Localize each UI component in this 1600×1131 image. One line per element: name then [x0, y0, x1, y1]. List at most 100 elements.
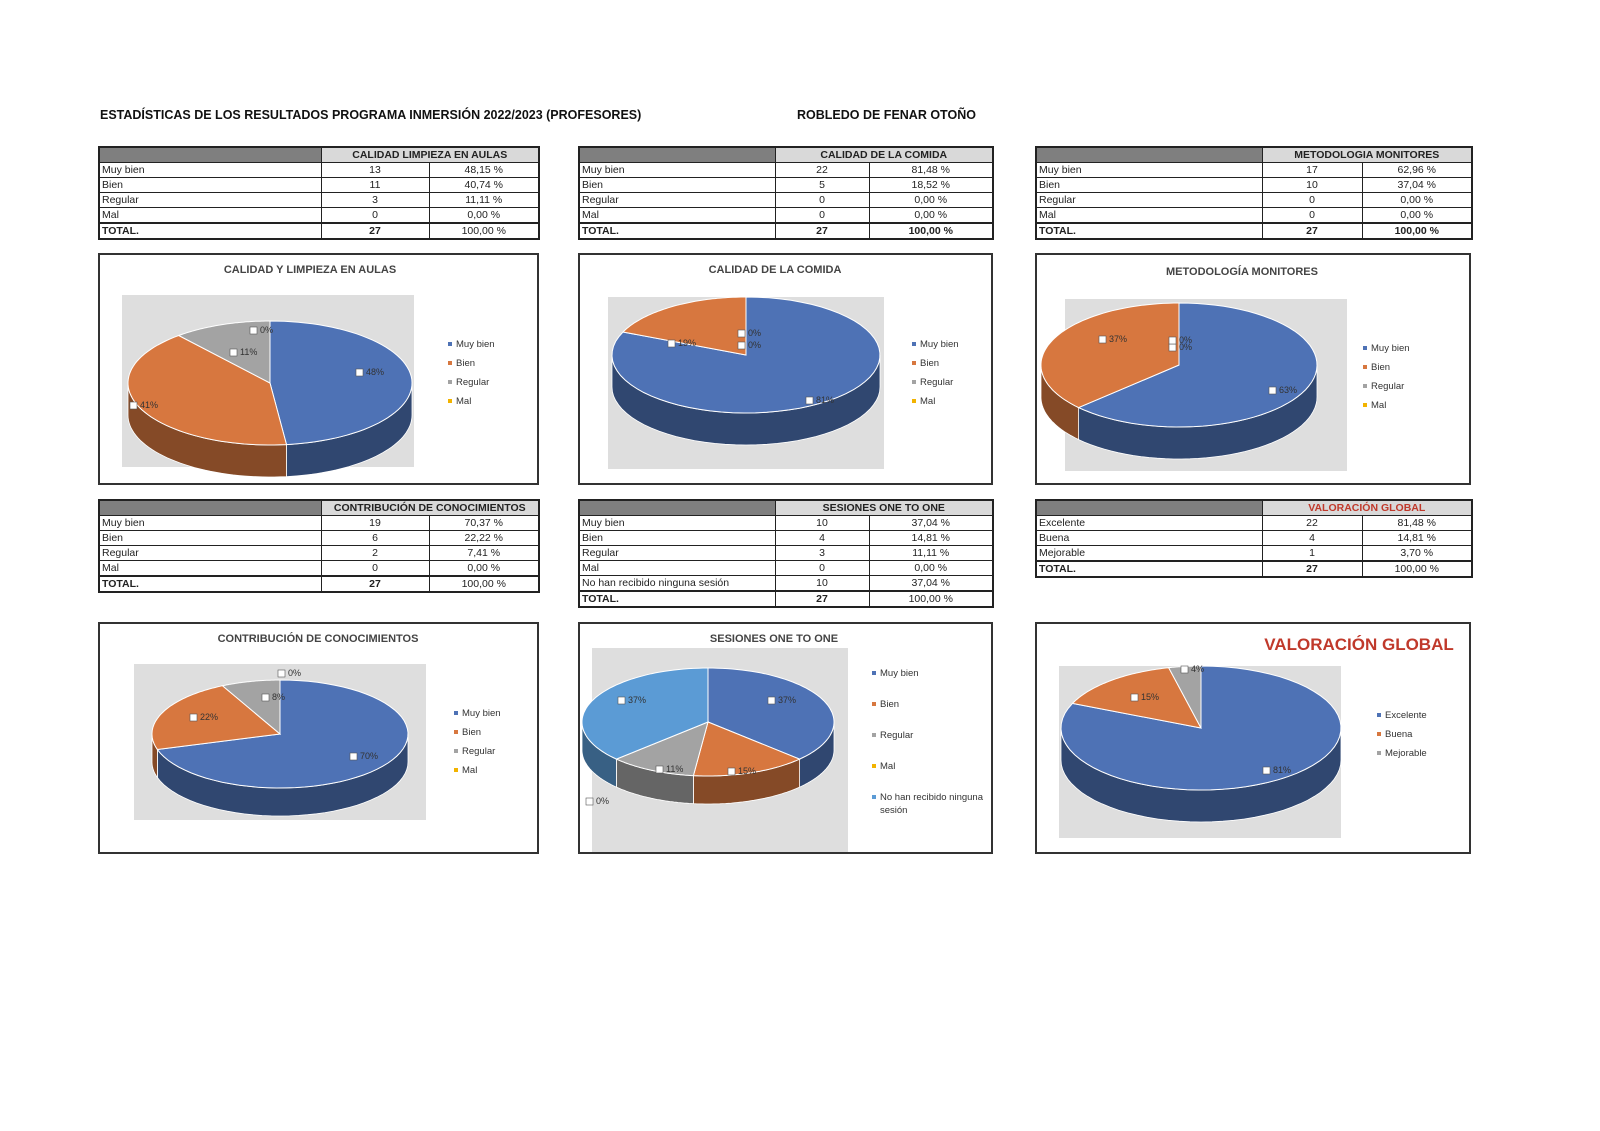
table-header-row: SESIONES ONE TO ONE	[578, 499, 994, 516]
row-category: Buena	[1035, 530, 1263, 546]
legend-swatch	[454, 749, 458, 753]
legend-swatch	[1377, 732, 1381, 736]
row-percent: 11,11 %	[868, 545, 994, 561]
legend-swatch	[1363, 365, 1367, 369]
row-count: 19	[320, 515, 430, 531]
table-header-blank	[1035, 146, 1263, 163]
row-category: Muy bien	[1035, 162, 1263, 178]
row-count: 1	[1261, 545, 1363, 562]
row-percent: 0,00 %	[868, 192, 994, 208]
legend-label: Muy bien	[920, 339, 959, 350]
legend-label: Regular	[462, 746, 495, 757]
legend-label: Mal	[920, 396, 935, 407]
row-category: Muy bien	[578, 162, 776, 178]
chart-title: CALIDAD DE LA COMIDA	[709, 264, 842, 276]
table-header-row: VALORACIÓN GLOBAL	[1035, 499, 1473, 516]
row-percent: 81,48 %	[868, 162, 994, 178]
data-label: 15%	[727, 766, 756, 776]
table-total-row: TOTAL. 27 100,00 %	[1035, 560, 1473, 578]
table-header-label: CALIDAD DE LA COMIDA	[774, 146, 994, 163]
pie-slice-bien	[692, 721, 801, 777]
row-count: 5	[774, 177, 870, 193]
legend-label: Muy bien	[1371, 343, 1410, 354]
legend-swatch	[448, 342, 452, 346]
legend-swatch	[912, 361, 916, 365]
legend-swatch	[1377, 751, 1381, 755]
pie-slice-muy-bien	[1077, 302, 1318, 428]
chart-panel-metodologia-monitores: METODOLOGÍA MONITORES 63% 37% 0% 0% Muy bien B…	[1035, 253, 1471, 485]
legend-label: Bien	[920, 358, 939, 369]
chart-title: VALORACIÓN GLOBAL	[1264, 635, 1454, 654]
data-label-text: 4%	[1191, 664, 1204, 674]
row-category: Mal	[578, 560, 776, 576]
pie-top	[127, 320, 413, 446]
data-label-text: 0%	[288, 668, 301, 678]
total-percent: 100,00 %	[868, 222, 994, 240]
legend-label: Excelente	[1385, 710, 1427, 721]
row-percent: 14,81 %	[1361, 530, 1473, 546]
row-count: 22	[774, 162, 870, 178]
data-label-text: 63%	[1279, 385, 1297, 395]
data-label-marker	[189, 713, 198, 722]
table-row: Bien 10 37,04 %	[1035, 177, 1473, 193]
pie-chart-svg: VALORACIÓN GLOBAL 81% 15% 4% Excelente Buena M…	[1059, 635, 1454, 838]
row-count: 10	[774, 575, 870, 592]
pie-slice-muy-bien	[269, 320, 413, 446]
table-row: Bien 5 18,52 %	[578, 177, 994, 193]
data-label-text: 0%	[1179, 335, 1192, 345]
data-label-marker	[129, 401, 138, 410]
pie-slice-bien	[621, 296, 747, 356]
pie-top	[1060, 665, 1342, 791]
legend: Muy bien Bien Regular Mal No han recibido ni…	[872, 668, 984, 816]
data-label: 0%	[737, 328, 761, 338]
pie-top	[151, 679, 409, 789]
data-label-text: 37%	[778, 695, 796, 705]
data-label-text: 22%	[200, 712, 218, 722]
data-label-text: 8%	[272, 692, 285, 702]
data-label-marker	[655, 765, 664, 774]
row-count: 0	[1261, 192, 1363, 208]
table-row: Regular 0 0,00 %	[1035, 192, 1473, 208]
row-category: No han recibido ninguna sesión	[578, 575, 776, 592]
chart-title: SESIONES ONE TO ONE	[710, 633, 838, 645]
data-label: 11%	[229, 347, 257, 357]
data-label: 0%	[1168, 335, 1192, 345]
table-total-row: TOTAL. 27 100,00 %	[98, 222, 540, 240]
row-count: 0	[774, 192, 870, 208]
table-row: Mal 0 0,00 %	[578, 560, 994, 576]
data-label: 63%	[1268, 385, 1297, 395]
row-percent: 62,96 %	[1361, 162, 1473, 178]
table-sesiones-one-to-one: SESIONES ONE TO ONE Muy bien 10 37,04 % Bien…	[578, 499, 994, 608]
row-percent: 3,70 %	[1361, 545, 1473, 562]
legend-label: No han recibido ninguna sesión	[880, 792, 984, 816]
table-header-row: METODOLOGIA MONITORES	[1035, 146, 1473, 163]
data-label: 81%	[805, 395, 834, 405]
row-percent: 0,00 %	[428, 207, 540, 224]
table-row: No han recibido ninguna sesión 10 37,04 %	[578, 575, 994, 592]
pie-slice-regular	[615, 721, 709, 777]
data-label-text: 15%	[738, 766, 756, 776]
data-label-marker	[737, 341, 746, 350]
row-category: Mal	[98, 207, 322, 224]
legend-label: Bien	[880, 699, 899, 710]
data-label-text: 37%	[1109, 334, 1127, 344]
row-percent: 37,04 %	[868, 575, 994, 592]
table-total-row: TOTAL. 27 100,00 %	[1035, 222, 1473, 240]
row-category: Muy bien	[578, 515, 776, 531]
legend-swatch	[448, 399, 452, 403]
row-count: 3	[320, 192, 430, 208]
row-category: Bien	[578, 530, 776, 546]
legend-swatch	[1363, 346, 1367, 350]
table-row: Muy bien 10 37,04 %	[578, 515, 994, 531]
chart-panel-calidad-limpieza: CALIDAD Y LIMPIEZA EN AULAS 48% 41% 11% 0% Mu…	[98, 253, 539, 485]
row-category: Regular	[98, 545, 322, 561]
total-percent: 100,00 %	[1361, 222, 1473, 240]
row-count: 0	[774, 207, 870, 224]
legend-label: Muy bien	[462, 708, 501, 719]
legend-swatch	[1377, 713, 1381, 717]
pie-slice-regular	[221, 679, 281, 736]
total-count: 27	[1261, 560, 1363, 578]
table-header-label: CALIDAD LIMPIEZA EN AULAS	[320, 146, 540, 163]
legend-swatch	[1363, 384, 1367, 388]
row-count: 17	[1261, 162, 1363, 178]
